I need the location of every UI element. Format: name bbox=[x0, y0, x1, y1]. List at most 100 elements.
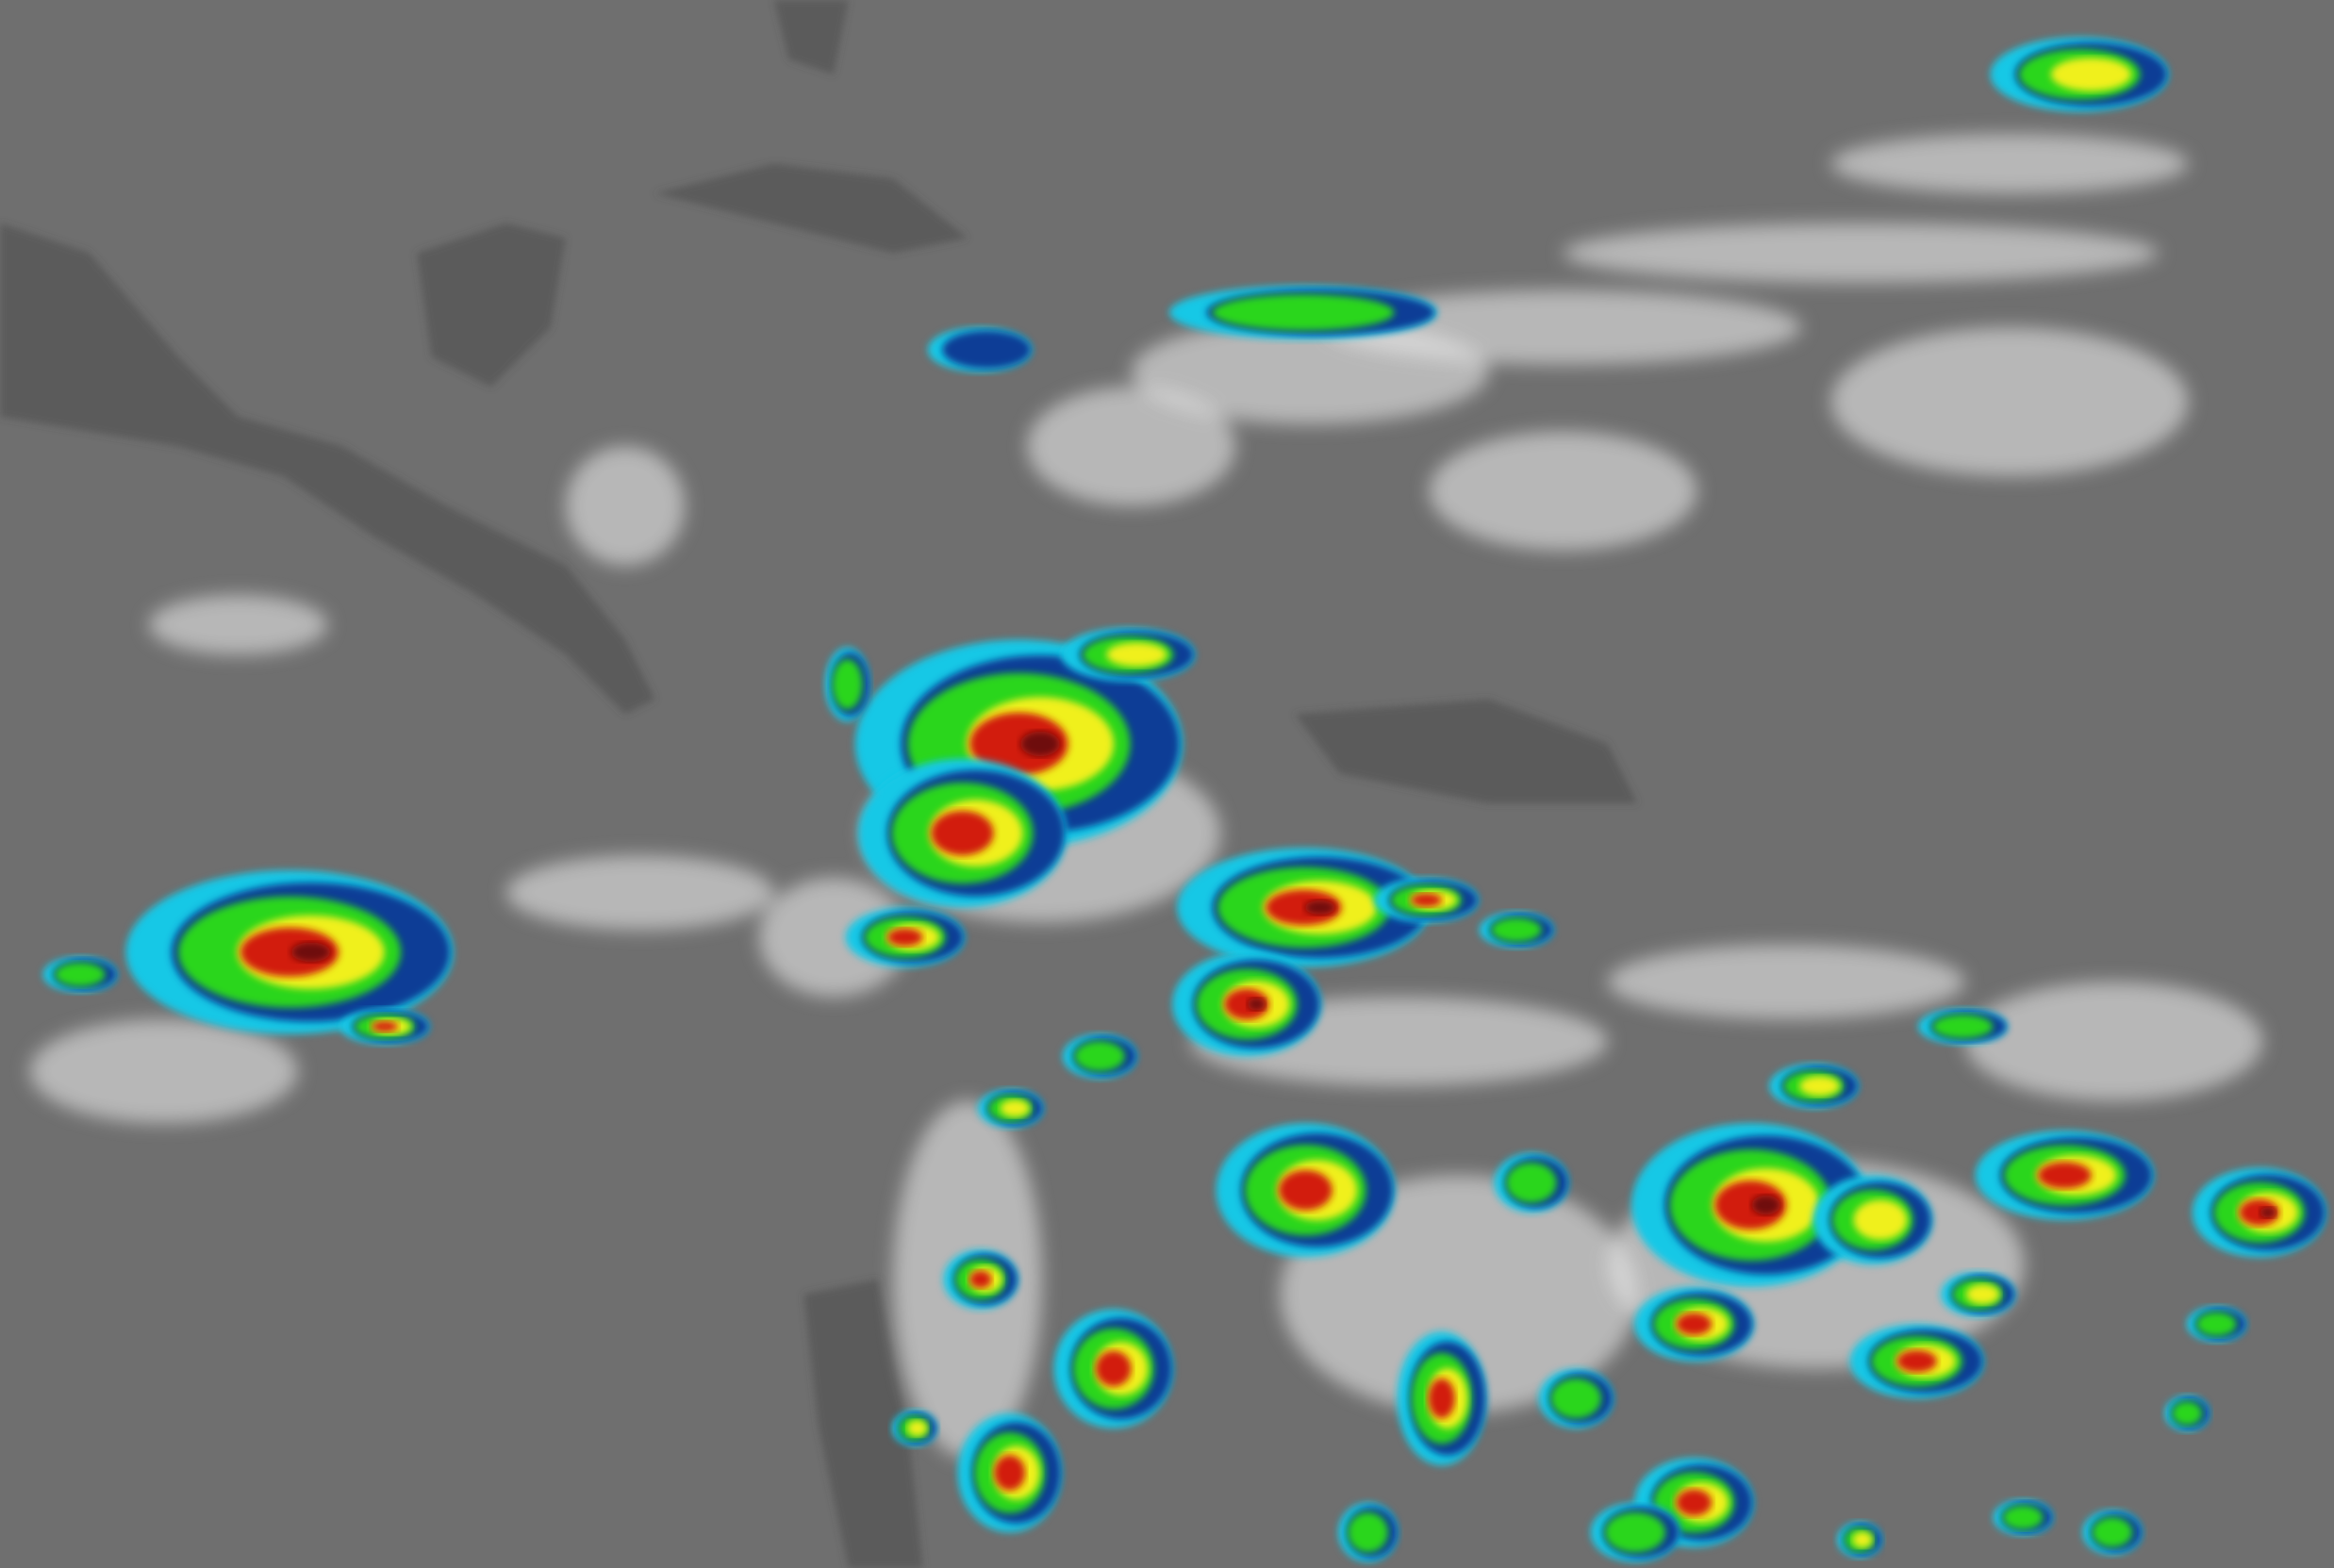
storm-cell bbox=[2192, 1167, 2326, 1258]
storm-layer bbox=[2260, 1207, 2276, 1218]
storm-cell bbox=[1168, 285, 1437, 339]
storm-cell bbox=[1590, 1502, 1680, 1562]
storm-layer bbox=[2195, 1312, 2237, 1337]
storm-layer bbox=[1410, 893, 1443, 907]
convective-storms bbox=[42, 37, 2326, 1562]
storm-cell bbox=[957, 1412, 1062, 1533]
storm-layer bbox=[1751, 1195, 1780, 1215]
land-shape bbox=[416, 223, 566, 388]
storm-layer bbox=[55, 962, 106, 987]
storm-layer bbox=[1491, 917, 1542, 942]
cloud bbox=[1607, 944, 1965, 1019]
storm-layer bbox=[1212, 294, 1395, 331]
storm-cell bbox=[1374, 877, 1479, 923]
storm-layer bbox=[2092, 1517, 2133, 1548]
storm-layer bbox=[1106, 642, 1167, 668]
storm-layer bbox=[942, 330, 1032, 369]
storm-layer bbox=[1000, 1099, 1030, 1117]
cloud bbox=[505, 855, 774, 931]
storm-cell bbox=[927, 327, 1033, 372]
storm-layer bbox=[886, 928, 923, 947]
storm-cell bbox=[1630, 1123, 1870, 1287]
storm-cell bbox=[1849, 1324, 1984, 1399]
storm-cell bbox=[1813, 1175, 1932, 1265]
storm-layer bbox=[1247, 998, 1266, 1011]
cloud bbox=[1027, 387, 1236, 506]
storm-cell bbox=[1061, 627, 1196, 682]
storm-layer bbox=[1896, 1349, 1937, 1373]
land-shape bbox=[1295, 699, 1638, 804]
land-masses bbox=[0, 0, 1638, 1568]
storm-layer bbox=[1852, 1531, 1873, 1548]
storm-cell bbox=[845, 907, 965, 967]
storm-cell bbox=[125, 870, 454, 1034]
storm-layer bbox=[994, 1455, 1026, 1491]
land-shape bbox=[803, 1279, 923, 1568]
storm-layer bbox=[1278, 1169, 1333, 1211]
storm-cell bbox=[891, 1410, 937, 1446]
storm-cell bbox=[1177, 848, 1431, 967]
storm-cell bbox=[1338, 1502, 1399, 1562]
storm-cell bbox=[1172, 951, 1321, 1057]
storm-cell bbox=[1053, 1309, 1173, 1428]
storm-cell bbox=[943, 1249, 1018, 1310]
storm-layer bbox=[1550, 1378, 1602, 1419]
storm-layer bbox=[1074, 1041, 1125, 1072]
storm-cell bbox=[339, 1008, 430, 1045]
storm-layer bbox=[1304, 900, 1335, 916]
storm-cell bbox=[1538, 1368, 1614, 1428]
storm-cell bbox=[1940, 1272, 2015, 1317]
storm-layer bbox=[1348, 1511, 1389, 1553]
storm-cell bbox=[2186, 1306, 2246, 1343]
storm-layer bbox=[290, 942, 331, 963]
land-shape bbox=[0, 223, 655, 715]
storm-layer bbox=[1714, 1180, 1787, 1230]
land-shape bbox=[773, 0, 849, 74]
storm-cell bbox=[824, 647, 870, 722]
storm-layer bbox=[1853, 1199, 1908, 1241]
storm-layer bbox=[1505, 1162, 1557, 1203]
cloud bbox=[759, 877, 908, 998]
storm-cell bbox=[1634, 1286, 1754, 1362]
storm-cell bbox=[977, 1088, 1044, 1128]
storm-cell bbox=[1990, 37, 2169, 112]
storm-cell bbox=[857, 758, 1067, 908]
storm-layer bbox=[1224, 988, 1269, 1020]
cloud bbox=[565, 446, 686, 566]
storm-layer bbox=[1965, 1284, 2000, 1305]
storm-cell bbox=[1768, 1064, 1859, 1109]
storm-layer bbox=[2037, 1162, 2092, 1189]
storm-cell bbox=[1917, 1008, 2008, 1045]
cloud bbox=[1324, 289, 1801, 365]
storm-cell bbox=[1837, 1522, 1882, 1558]
storm-layer bbox=[2172, 1401, 2203, 1426]
cloud bbox=[1830, 327, 2189, 476]
storm-cell bbox=[1975, 1131, 2155, 1220]
storm-layer bbox=[2239, 1198, 2279, 1227]
storm-cell bbox=[2164, 1395, 2210, 1431]
storm-cell bbox=[1216, 1123, 1396, 1258]
land-shape bbox=[654, 163, 968, 254]
cloud bbox=[29, 1018, 298, 1124]
cloud bbox=[1964, 982, 2263, 1101]
storm-layer bbox=[240, 927, 339, 977]
storm-cell bbox=[1062, 1033, 1137, 1079]
storm-layer bbox=[1799, 1076, 1840, 1097]
storm-layer bbox=[2050, 58, 2132, 91]
storm-layer bbox=[1095, 1350, 1132, 1387]
storm-cell bbox=[2082, 1510, 2143, 1555]
storm-layer bbox=[969, 712, 1068, 776]
storm-cell bbox=[1494, 1152, 1569, 1213]
storm-layer bbox=[1428, 1378, 1455, 1419]
storm-cell bbox=[1479, 912, 1554, 949]
storm-layer bbox=[832, 658, 863, 710]
storm-layer bbox=[906, 1420, 928, 1437]
storm-layer bbox=[968, 1270, 992, 1289]
storm-layer bbox=[1020, 731, 1060, 757]
cloud bbox=[1429, 431, 1697, 551]
storm-layer bbox=[371, 1021, 399, 1032]
storm-layer bbox=[2002, 1505, 2044, 1530]
storm-cell bbox=[42, 956, 118, 993]
storm-layer bbox=[1604, 1511, 1666, 1553]
